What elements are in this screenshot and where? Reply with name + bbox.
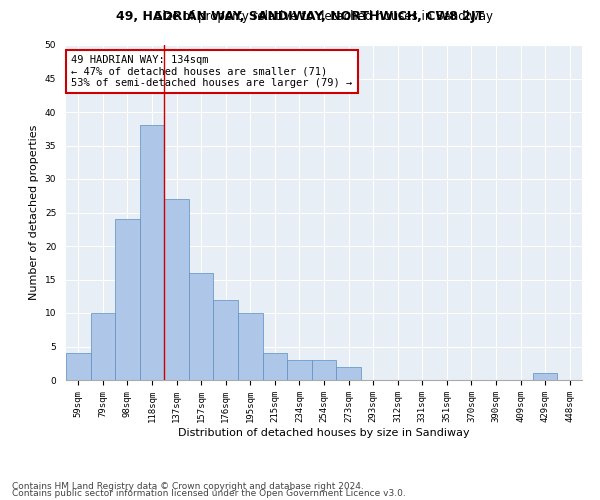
Bar [238, 313, 263, 380]
Text: 49 HADRIAN WAY: 134sqm
← 47% of detached houses are smaller (71)
53% of semi-det: 49 HADRIAN WAY: 134sqm ← 47% of detached… [71, 55, 352, 88]
Y-axis label: Number of detached properties: Number of detached properties [29, 125, 39, 300]
Bar [214, 300, 238, 380]
Title: Size of property relative to detached houses in Sandiway: Size of property relative to detached ho… [155, 10, 493, 23]
Bar [189, 273, 214, 380]
Bar [164, 199, 189, 380]
Bar [66, 353, 91, 380]
Bar [115, 219, 140, 380]
Text: Contains HM Land Registry data © Crown copyright and database right 2024.: Contains HM Land Registry data © Crown c… [12, 482, 364, 491]
Bar [533, 374, 557, 380]
Text: 49, HADRIAN WAY, SANDIWAY, NORTHWICH, CW8 2JT: 49, HADRIAN WAY, SANDIWAY, NORTHWICH, CW… [116, 10, 484, 23]
Bar [312, 360, 336, 380]
Text: Contains public sector information licensed under the Open Government Licence v3: Contains public sector information licen… [12, 489, 406, 498]
Bar [336, 366, 361, 380]
Bar [140, 126, 164, 380]
Bar [287, 360, 312, 380]
Bar [263, 353, 287, 380]
Bar [91, 313, 115, 380]
X-axis label: Distribution of detached houses by size in Sandiway: Distribution of detached houses by size … [178, 428, 470, 438]
